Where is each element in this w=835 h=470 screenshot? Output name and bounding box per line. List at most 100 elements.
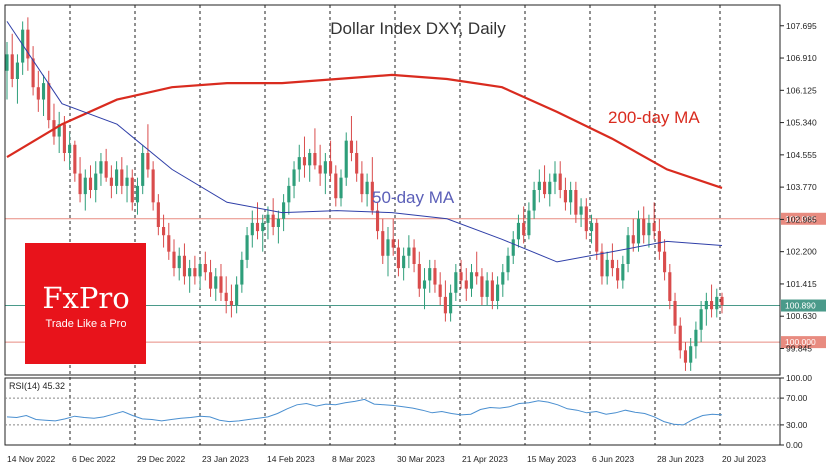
candle (422, 268, 427, 310)
candle (323, 153, 327, 195)
candle (469, 264, 474, 297)
candle-body (553, 173, 557, 182)
candle (162, 214, 166, 248)
candle-body (250, 222, 254, 236)
candle (522, 206, 526, 244)
candle (224, 276, 228, 314)
candle (141, 144, 145, 195)
candle-body (235, 284, 239, 306)
candle (52, 103, 56, 145)
candle-body (527, 210, 531, 236)
candle (501, 264, 505, 297)
x-tick-label: 14 Feb 2023 (267, 454, 315, 464)
candle-body (302, 157, 307, 166)
candle (355, 140, 359, 182)
candle-body (485, 280, 489, 297)
candle (146, 124, 150, 178)
candle (527, 202, 531, 240)
candle-body (668, 272, 672, 301)
candle (135, 177, 140, 215)
rsi-tick-label: 30.00 (786, 420, 808, 430)
candle-body (323, 161, 327, 174)
candle-body (57, 124, 61, 137)
candle-body (308, 153, 312, 166)
candle (569, 181, 573, 215)
candle (308, 148, 312, 182)
candle (537, 169, 541, 203)
x-tick-label: 21 Apr 2023 (462, 454, 508, 464)
candle (652, 202, 656, 240)
candle (182, 243, 187, 285)
candle (579, 198, 583, 227)
panel-frames (4, 4, 781, 446)
candle-body (365, 181, 369, 195)
candle (94, 161, 98, 203)
candle-body (36, 87, 40, 100)
x-tick-label: 30 Mar 2023 (397, 454, 445, 464)
candle-body (673, 301, 677, 326)
candle-body (177, 255, 181, 269)
candle (386, 227, 390, 277)
candle-body (396, 247, 400, 269)
candle-body (41, 83, 46, 100)
candle (193, 255, 197, 285)
candle-body (271, 214, 275, 227)
x-tick-label: 6 Dec 2022 (72, 454, 116, 464)
candle-body (610, 259, 614, 269)
level-tag-label: 100.890 (785, 301, 816, 311)
candle (240, 251, 244, 293)
candle (584, 198, 588, 240)
candle (631, 218, 635, 252)
candle (360, 161, 364, 203)
candle-body (167, 235, 171, 252)
level-tag-label: 100.000 (785, 337, 816, 347)
candle (574, 181, 578, 223)
candle (302, 136, 307, 178)
y-tick-label: 104.555 (786, 150, 817, 160)
candle-body (287, 185, 291, 203)
candle-body (636, 218, 641, 244)
candle (381, 218, 385, 264)
candle (73, 140, 77, 182)
candle-body (642, 218, 646, 236)
y-tick-label: 100.630 (786, 311, 817, 321)
x-tick-label: 6 Jun 2023 (592, 454, 634, 464)
candle-body (449, 292, 453, 314)
candle (365, 173, 369, 207)
candle (428, 259, 432, 293)
level-tag-label: 103.000 (785, 214, 816, 224)
candle-body (198, 264, 202, 277)
candle (642, 206, 646, 244)
candle-body (282, 202, 286, 219)
candle (287, 177, 291, 215)
candle (709, 284, 714, 318)
logo-tagline: Trade Like a Pro (46, 318, 127, 330)
candle-body (407, 247, 411, 256)
candle (553, 161, 557, 195)
candle (130, 169, 134, 211)
candle (115, 161, 119, 195)
candle-body (344, 140, 348, 178)
candle (678, 317, 682, 359)
candle (41, 74, 46, 116)
candle (412, 239, 416, 273)
candle (407, 235, 411, 269)
candle (647, 214, 651, 248)
candle (349, 116, 354, 162)
candle-body (689, 346, 693, 363)
candle-body (193, 268, 197, 277)
candle-body (329, 161, 333, 174)
candle-body (548, 181, 552, 195)
candle (657, 218, 661, 260)
candle (464, 268, 468, 301)
candle (449, 284, 453, 322)
candle-body (10, 54, 14, 79)
candle-body (21, 29, 25, 63)
candle-body (475, 272, 479, 277)
candle (167, 222, 171, 260)
candle (496, 276, 500, 310)
ma200-line (6, 73, 723, 189)
candle-body (349, 140, 354, 153)
x-tick-label: 23 Jan 2023 (202, 454, 249, 464)
